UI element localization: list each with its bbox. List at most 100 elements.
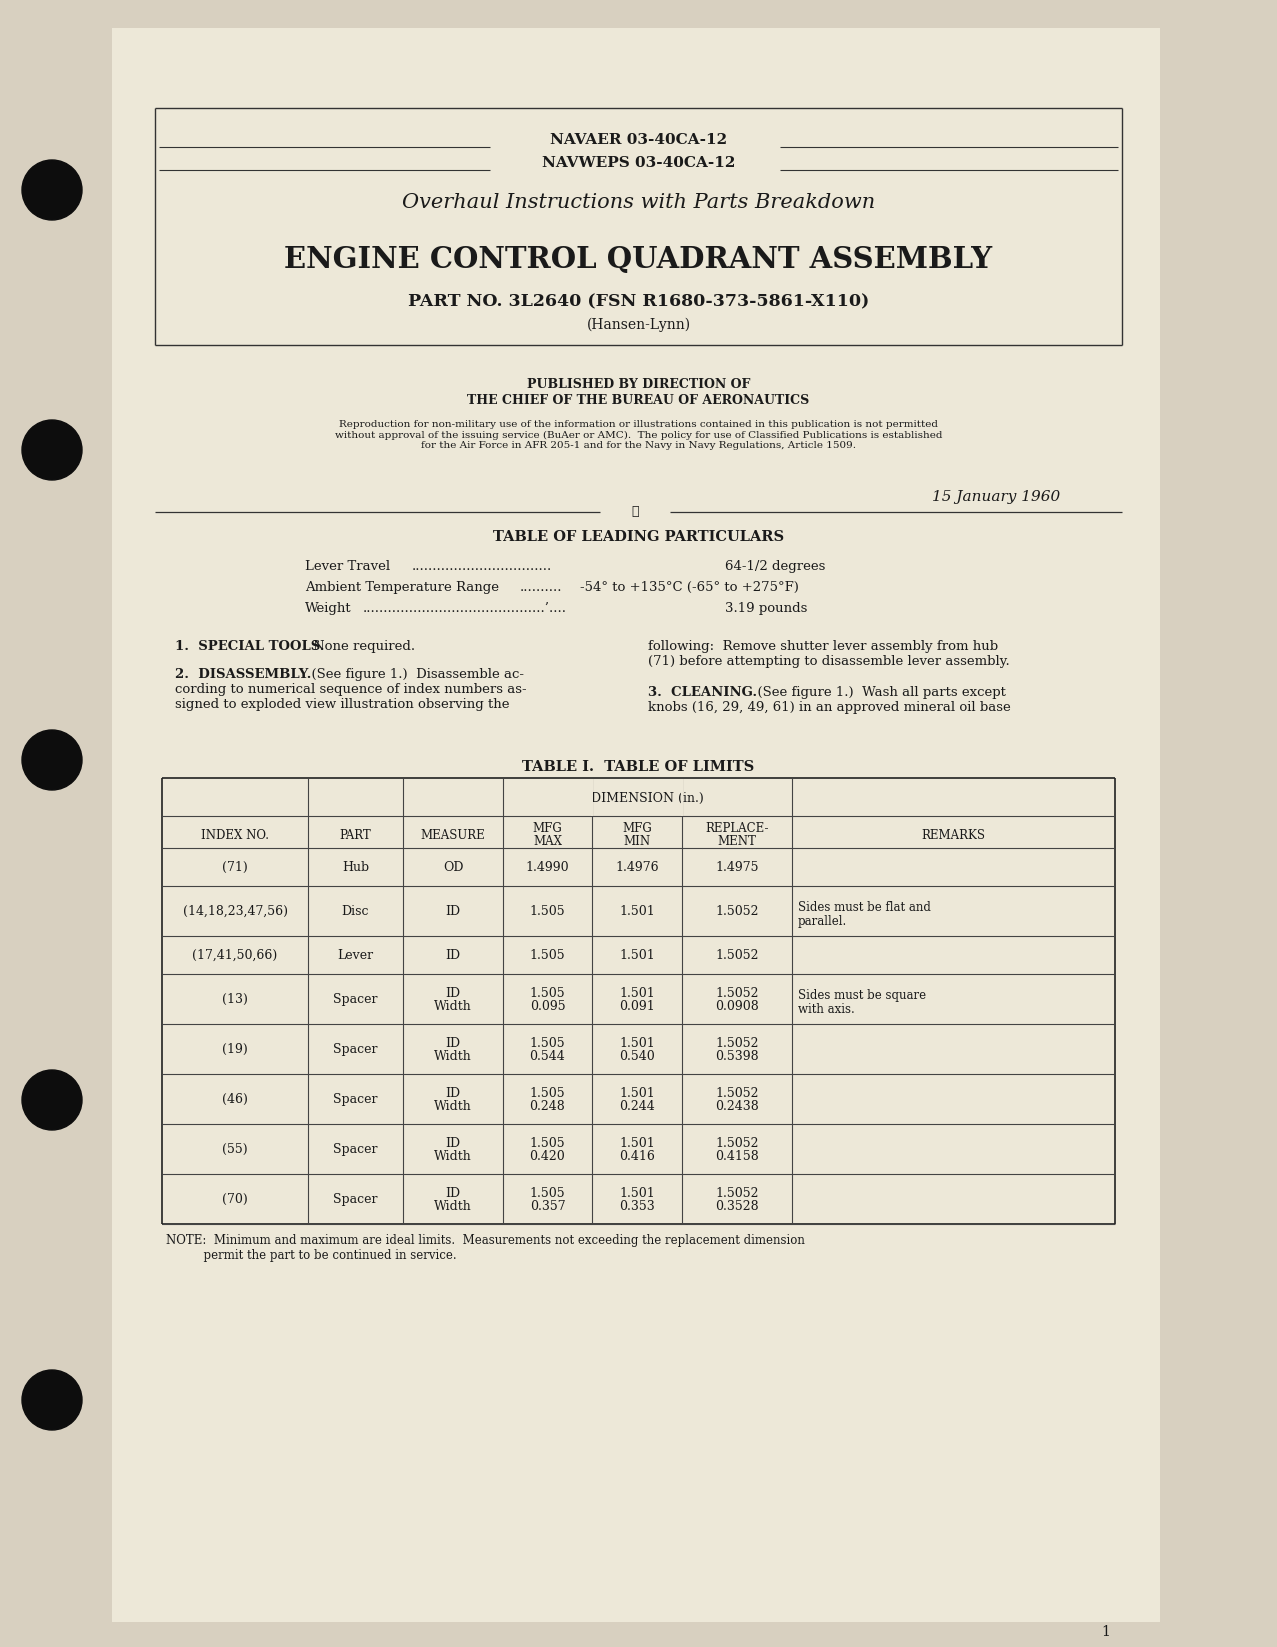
- Text: ID: ID: [446, 1136, 461, 1150]
- Text: Lever Travel: Lever Travel: [305, 560, 391, 573]
- Text: ID: ID: [446, 1038, 461, 1051]
- Text: 1.5052: 1.5052: [715, 1136, 759, 1150]
- Text: PUBLISHED BY DIRECTION OF: PUBLISHED BY DIRECTION OF: [527, 379, 750, 390]
- Text: Lever: Lever: [337, 949, 374, 962]
- Text: 1.5052: 1.5052: [715, 1187, 759, 1201]
- Bar: [112, 28, 1160, 1622]
- Text: PART: PART: [340, 828, 372, 842]
- Text: ID: ID: [446, 987, 461, 1000]
- Text: MFG: MFG: [622, 822, 651, 835]
- Text: 1.501: 1.501: [619, 1187, 655, 1201]
- Text: Width: Width: [434, 1000, 472, 1013]
- Text: 0.5398: 0.5398: [715, 1051, 759, 1062]
- Text: MFG: MFG: [533, 822, 562, 835]
- Text: (See figure 1.)  Disassemble ac-: (See figure 1.) Disassemble ac-: [303, 669, 524, 680]
- Text: MEASURE: MEASURE: [420, 828, 485, 842]
- Text: PART NO. 3L2640 (FSN R1680-373-5861-X110): PART NO. 3L2640 (FSN R1680-373-5861-X110…: [407, 293, 870, 310]
- Circle shape: [22, 420, 82, 479]
- Text: Width: Width: [434, 1100, 472, 1113]
- Text: 0.095: 0.095: [530, 1000, 566, 1013]
- Text: .................................: .................................: [412, 560, 552, 573]
- Text: ID: ID: [446, 949, 461, 962]
- Text: 0.416: 0.416: [619, 1150, 655, 1163]
- Text: Weight: Weight: [305, 603, 351, 614]
- Text: 0.244: 0.244: [619, 1100, 655, 1113]
- Text: -54° to +135°C (-65° to +275°F): -54° to +135°C (-65° to +275°F): [580, 581, 799, 595]
- Text: 0.544: 0.544: [530, 1051, 566, 1062]
- Circle shape: [22, 730, 82, 791]
- Text: 0.353: 0.353: [619, 1201, 655, 1212]
- Circle shape: [22, 1370, 82, 1430]
- Text: Disc: Disc: [342, 904, 369, 917]
- Text: MIN: MIN: [623, 835, 650, 848]
- Text: 0.357: 0.357: [530, 1201, 566, 1212]
- Text: 1.505: 1.505: [530, 1187, 566, 1201]
- Text: OD: OD: [443, 861, 464, 875]
- Text: 1.505: 1.505: [530, 1038, 566, 1051]
- Text: ...........................................’....: ........................................…: [363, 603, 567, 614]
- Text: ENGINE CONTROL QUADRANT ASSEMBLY: ENGINE CONTROL QUADRANT ASSEMBLY: [285, 245, 992, 273]
- Text: 1.5052: 1.5052: [715, 904, 759, 917]
- Text: 1.501: 1.501: [619, 949, 655, 962]
- Text: 1.505: 1.505: [530, 949, 566, 962]
- Text: 64-1/2 degrees: 64-1/2 degrees: [725, 560, 825, 573]
- Text: ..........: ..........: [520, 581, 562, 595]
- Text: 1.501: 1.501: [619, 1038, 655, 1051]
- Text: following:  Remove shutter lever assembly from hub: following: Remove shutter lever assembly…: [647, 641, 999, 652]
- Text: (55): (55): [222, 1143, 248, 1156]
- Text: 1.4976: 1.4976: [616, 861, 659, 875]
- Text: signed to exploded view illustration observing the: signed to exploded view illustration obs…: [175, 698, 510, 712]
- Text: Overhaul Instructions with Parts Breakdown: Overhaul Instructions with Parts Breakdo…: [402, 193, 875, 212]
- Text: permit the part to be continued in service.: permit the part to be continued in servi…: [166, 1248, 457, 1262]
- Text: Spacer: Spacer: [333, 1192, 378, 1206]
- Text: (Hansen-Lynn): (Hansen-Lynn): [586, 318, 691, 333]
- Circle shape: [22, 160, 82, 221]
- Text: Width: Width: [434, 1201, 472, 1212]
- Text: 15 January 1960: 15 January 1960: [932, 491, 1060, 504]
- Text: (14,18,23,47,56): (14,18,23,47,56): [183, 904, 287, 917]
- Text: 1: 1: [1101, 1626, 1110, 1639]
- Text: THE CHIEF OF THE BUREAU OF AERONAUTICS: THE CHIEF OF THE BUREAU OF AERONAUTICS: [467, 394, 810, 407]
- Text: (See figure 1.)  Wash all parts except: (See figure 1.) Wash all parts except: [750, 687, 1006, 698]
- Text: NAVAER 03-40CA-12: NAVAER 03-40CA-12: [550, 133, 727, 147]
- Text: 1.4990: 1.4990: [526, 861, 570, 875]
- Text: 0.3528: 0.3528: [715, 1201, 759, 1212]
- Text: 1.5052: 1.5052: [715, 987, 759, 1000]
- Text: Spacer: Spacer: [333, 1094, 378, 1107]
- Text: (13): (13): [222, 993, 248, 1006]
- Text: 3.  CLEANING.: 3. CLEANING.: [647, 687, 757, 698]
- Text: 0.420: 0.420: [530, 1150, 566, 1163]
- Text: 1.505: 1.505: [530, 987, 566, 1000]
- Text: (46): (46): [222, 1094, 248, 1107]
- Bar: [591, 779, 593, 815]
- Text: MENT: MENT: [718, 835, 756, 848]
- Text: 1.505: 1.505: [530, 1136, 566, 1150]
- Text: (71) before attempting to disassemble lever assembly.: (71) before attempting to disassemble le…: [647, 656, 1010, 669]
- Text: Ambient Temperature Range: Ambient Temperature Range: [305, 581, 499, 595]
- Text: None required.: None required.: [313, 641, 415, 652]
- Text: (70): (70): [222, 1192, 248, 1206]
- Text: knobs (16, 29, 49, 61) in an approved mineral oil base: knobs (16, 29, 49, 61) in an approved mi…: [647, 702, 1011, 715]
- Text: Width: Width: [434, 1150, 472, 1163]
- Text: REMARKS: REMARKS: [922, 828, 986, 842]
- Text: 3.19 pounds: 3.19 pounds: [725, 603, 807, 614]
- Text: 0.4158: 0.4158: [715, 1150, 759, 1163]
- Text: cording to numerical sequence of index numbers as-: cording to numerical sequence of index n…: [175, 684, 526, 697]
- Text: 1.501: 1.501: [619, 1136, 655, 1150]
- Text: 1.505: 1.505: [530, 904, 566, 917]
- Text: 0.540: 0.540: [619, 1051, 655, 1062]
- Text: 0.0908: 0.0908: [715, 1000, 759, 1013]
- Text: NAVWEPS 03-40CA-12: NAVWEPS 03-40CA-12: [541, 156, 736, 170]
- Text: DIMENSION (in.): DIMENSION (in.): [591, 792, 704, 805]
- Text: (71): (71): [222, 861, 248, 875]
- Text: ID: ID: [446, 904, 461, 917]
- Text: Spacer: Spacer: [333, 993, 378, 1006]
- Text: 0.091: 0.091: [619, 1000, 655, 1013]
- Text: 0.2438: 0.2438: [715, 1100, 759, 1113]
- Text: Sides must be flat and: Sides must be flat and: [798, 901, 931, 914]
- Text: Hub: Hub: [342, 861, 369, 875]
- Text: 1.5052: 1.5052: [715, 1087, 759, 1100]
- Text: Spacer: Spacer: [333, 1043, 378, 1056]
- Text: REPLACE-: REPLACE-: [705, 822, 769, 835]
- Text: 0.248: 0.248: [530, 1100, 566, 1113]
